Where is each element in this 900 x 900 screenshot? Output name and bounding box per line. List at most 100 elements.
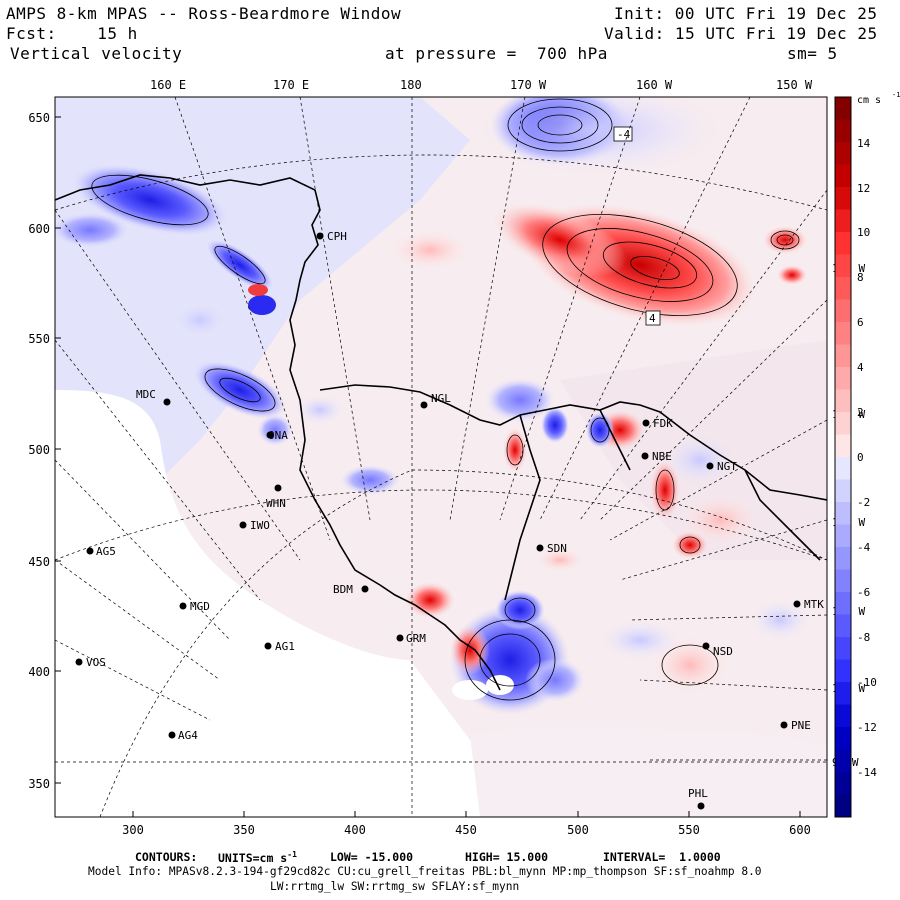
station-ona: ONA [268, 429, 288, 442]
y-tick-500: 500 [28, 443, 50, 457]
colorbar-cell [835, 794, 851, 818]
colorbar-cell [835, 772, 851, 795]
station-dot-cph [316, 232, 324, 240]
init-time: Init: 00 UTC Fri 19 Dec 25 [614, 4, 878, 23]
contour-label-box: -4 4 [613, 126, 661, 326]
x-tick-500: 500 [567, 823, 589, 837]
station-ag5: AG5 [96, 545, 116, 558]
colorbar-cell [835, 727, 851, 750]
colorbar-units-exponent: -1 [892, 91, 900, 99]
station-markers: CPH NGL MDC ONA WHN IWO AG5 MGD AG1 VOS … [75, 230, 824, 810]
cbar-label-4: 4 [857, 361, 864, 374]
station-dot-nbe [641, 452, 649, 460]
station-dot-ngt [706, 462, 714, 470]
colorbar-cell [835, 232, 851, 255]
station-dot-mtk [793, 600, 801, 608]
station-dot-ag5 [86, 547, 94, 555]
footer-units-text: UNITS=cm s [218, 850, 288, 865]
station-dot-whn [274, 484, 282, 492]
colorbar-cell [835, 434, 851, 458]
x-tick-450: 450 [455, 823, 477, 837]
station-nsd: NSD [713, 645, 733, 658]
footer-units: UNITS=cm s-1 [218, 850, 297, 865]
y-tick-400: 400 [28, 665, 50, 679]
variable-name: Vertical velocity [10, 44, 183, 63]
x-tick-600: 600 [789, 823, 811, 837]
colorbar-cell [835, 254, 851, 278]
station-vos: VOS [86, 656, 106, 669]
left-axis-ticks [55, 116, 61, 784]
left-axis-labels: 650 600 550 500 450 400 350 [28, 111, 50, 791]
station-dot-grm [396, 634, 404, 642]
station-dot-ag1 [264, 642, 272, 650]
y-tick-600: 600 [28, 222, 50, 236]
station-dot-bdm [361, 585, 369, 593]
cbar-label-neg10: -10 [857, 676, 877, 689]
colorbar-cell [835, 412, 851, 435]
station-cph: CPH [327, 230, 347, 243]
station-dot-mgd [179, 602, 187, 610]
station-dot-fdk [642, 419, 650, 427]
colorbar-cell [835, 592, 851, 615]
station-pne: PNE [791, 719, 811, 732]
bottom-axis-ticks [132, 811, 801, 817]
colorbar: cm s -1 14 12 10 8 6 4 2 0 -2 -4 -6 -8 -… [834, 91, 900, 818]
station-dot-vos [75, 658, 83, 666]
map-title: AMPS 8-km MPAS -- Ross-Beardmore Window [6, 4, 402, 23]
lon-label-160w: 160 W [636, 78, 673, 92]
cbar-label-neg4: -4 [857, 541, 871, 554]
cbar-label-neg8: -8 [857, 631, 870, 644]
cbar-label-0: 0 [857, 451, 864, 464]
colorbar-cell [835, 502, 851, 525]
station-dot-ngl [420, 401, 428, 409]
station-ngt: NGT [717, 460, 737, 473]
station-whn: WHN [266, 497, 286, 510]
lon-label-160e: 160 E [150, 78, 186, 92]
colorbar-cell [835, 277, 851, 300]
station-fdk: FDK [653, 417, 673, 430]
station-mgd: MGD [190, 600, 210, 613]
station-grm: GRM [406, 632, 426, 645]
footer-low: LOW= -15.000 [330, 850, 414, 864]
contour-label-pos4: 4 [649, 312, 656, 325]
colorbar-units: cm s [857, 95, 881, 106]
coastline [55, 174, 827, 691]
y-tick-650: 650 [28, 111, 50, 125]
lon-label-180: 180 [400, 78, 422, 92]
station-dot-ag4 [168, 731, 176, 739]
colorbar-cell [835, 614, 851, 638]
lon-label-150w: 150 W [776, 78, 813, 92]
station-dot-nsd [702, 642, 710, 650]
cbar-label-neg2: -2 [857, 496, 870, 509]
cbar-label-12: 12 [857, 182, 870, 195]
x-tick-550: 550 [678, 823, 700, 837]
footer-high: HIGH= 15.000 [465, 850, 549, 864]
station-iwo: IWO [250, 519, 270, 532]
y-tick-450: 450 [28, 555, 50, 569]
forecast-hour: Fcst: 15 h [6, 24, 138, 43]
colorbar-cell [835, 389, 851, 413]
footer-units-exponent: -1 [287, 850, 297, 859]
colorbar-cell [835, 209, 851, 233]
lon-label-170w: 170 W [510, 78, 547, 92]
colorbar-cell [835, 322, 851, 345]
top-longitude-labels: 160 E 170 E 180 170 W 160 W 150 W [150, 78, 813, 92]
y-tick-350: 350 [28, 777, 50, 791]
footer-model-info: Model Info: MPASv8.2.3-194-gf29cd82c CU:… [88, 865, 762, 878]
colorbar-cell [835, 637, 851, 660]
x-tick-400: 400 [344, 823, 366, 837]
cbar-label-8: 8 [857, 271, 864, 284]
colorbar-cell [835, 749, 851, 773]
colorbar-cell [835, 547, 851, 570]
y-tick-550: 550 [28, 332, 50, 346]
station-mdc: MDC [136, 388, 156, 401]
station-phl: PHL [688, 787, 708, 800]
colorbar-cell [835, 682, 851, 705]
station-bdm: BDM [333, 583, 353, 596]
cbar-label-neg6: -6 [857, 586, 870, 599]
station-dot-sdn [536, 544, 544, 552]
smoothing-value: sm= 5 [787, 44, 838, 63]
station-dot-pne [780, 721, 788, 729]
lon-label-170e: 170 E [273, 78, 309, 92]
